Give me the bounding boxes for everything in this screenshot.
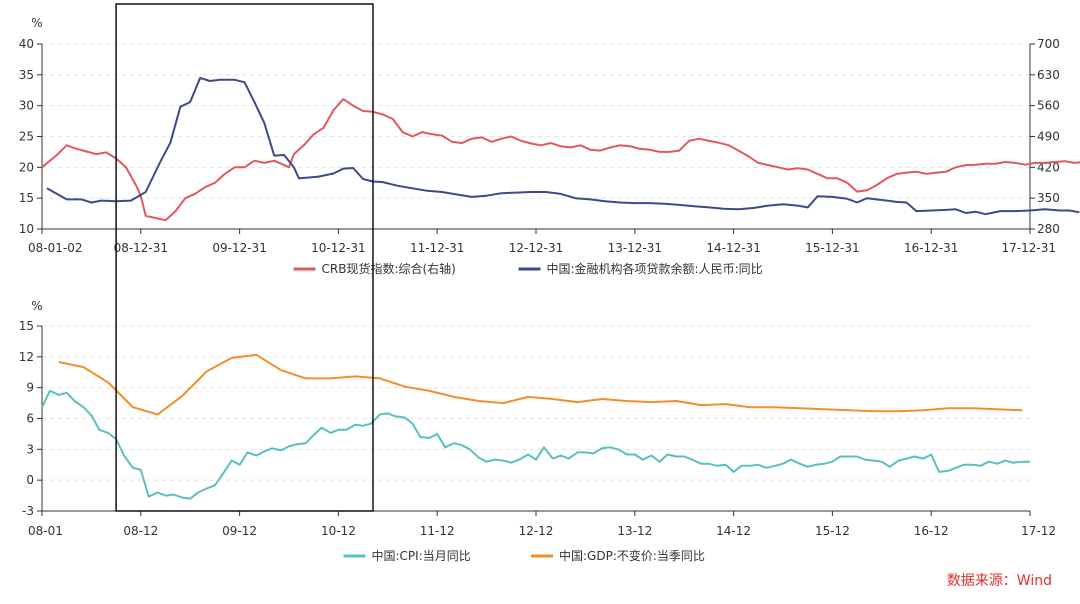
x-tick-label: 08-01-02: [28, 241, 82, 255]
x-tick-label: 12-12: [519, 524, 554, 538]
x-tick-label: 08-12-31: [114, 241, 168, 255]
y2-tick-label: 700: [1037, 37, 1060, 51]
y-tick-label: 9: [26, 381, 34, 395]
y-tick-label: 35: [19, 68, 34, 82]
series-line-2: [46, 76, 1080, 216]
y-tick-label: 25: [19, 130, 34, 144]
highlight-box: [115, 3, 374, 512]
legend-label-2: 中国:金融机构各项贷款余额:人民币:同比: [547, 261, 763, 276]
y-tick-label: -3: [22, 504, 34, 518]
x-tick-label: 16-12: [914, 524, 949, 538]
y-tick-label: 15: [19, 319, 34, 333]
x-tick-label: 17-12: [1021, 524, 1056, 538]
y-tick-label: 12: [19, 350, 34, 364]
x-tick-label: 16-12-31: [904, 241, 958, 255]
x-tick-label: 10-12: [321, 524, 356, 538]
y-unit-label: %: [31, 16, 42, 30]
x-tick-label: 15-12: [815, 524, 850, 538]
y2-tick-label: 490: [1037, 130, 1060, 144]
x-tick-label: 14-12: [716, 524, 751, 538]
y-tick-label: 15: [19, 191, 34, 205]
data-source-note: 数据来源：Wind: [946, 573, 1052, 589]
series-line-1: [41, 98, 1080, 222]
series-line-1: [41, 389, 1030, 500]
y-unit-label: %: [31, 299, 42, 313]
x-tick-label: 15-12-31: [805, 241, 859, 255]
y-tick-label: 6: [26, 412, 34, 426]
y-tick-label: 10: [19, 222, 34, 236]
x-tick-label: 08-12: [123, 524, 158, 538]
x-tick-label: 13-12-31: [608, 241, 662, 255]
y-tick-label: 20: [19, 160, 34, 174]
legend-label-1: 中国:CPI:当月同比: [372, 548, 471, 563]
x-tick-label: 14-12-31: [706, 241, 760, 255]
y-tick-label: 40: [19, 37, 34, 51]
x-tick-label: 09-12-31: [212, 241, 266, 255]
y-tick-label: 30: [19, 99, 34, 113]
x-tick-label: 11-12-31: [410, 241, 464, 255]
y-tick-label: 0: [26, 473, 34, 487]
x-tick-label: 11-12: [420, 524, 455, 538]
x-tick-label: 17-12-31: [1002, 241, 1056, 255]
y-tick-label: 3: [26, 442, 34, 456]
x-tick-label: 08-01: [28, 524, 63, 538]
y2-tick-label: 560: [1037, 99, 1060, 113]
x-tick-label: 12-12-31: [509, 241, 563, 255]
y2-tick-label: 630: [1037, 68, 1060, 82]
legend-label-2: 中国:GDP:不变价:当季同比: [559, 548, 705, 563]
y2-tick-label: 280: [1037, 222, 1060, 236]
series-line-2: [58, 353, 1023, 416]
x-tick-label: 13-12: [617, 524, 652, 538]
legend-label-1: CRB现货指数:综合(右轴): [322, 261, 456, 276]
x-tick-label: 09-12: [222, 524, 257, 538]
y2-tick-label: 350: [1037, 191, 1060, 205]
x-tick-label: 10-12-31: [311, 241, 365, 255]
